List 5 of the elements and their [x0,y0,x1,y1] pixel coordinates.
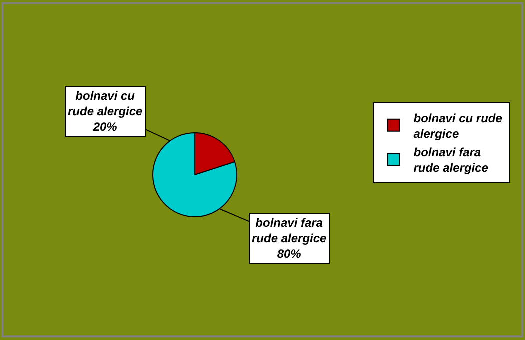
data-label: 80% [277,247,302,262]
category-label: bolnavi cu rude alergice [68,89,143,119]
data-label: 20% [92,120,118,134]
legend-label: bolnavi fara rude alergice [414,145,489,176]
slice-label: bolnavi fara rude alergice [252,216,328,246]
